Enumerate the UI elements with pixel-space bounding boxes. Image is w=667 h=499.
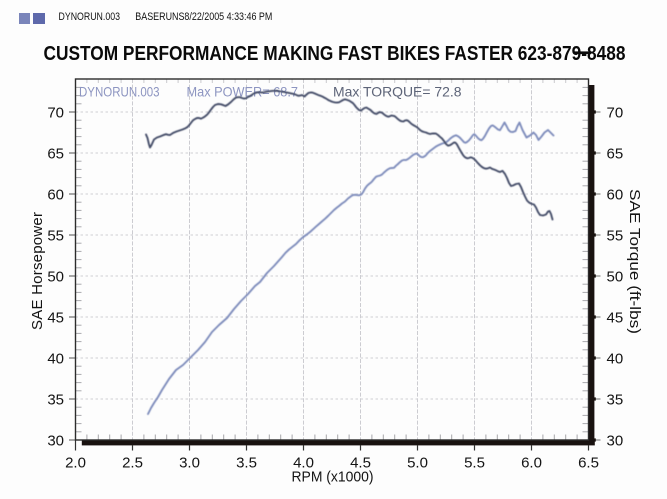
svg-text:SAE Torque (ft-lbs): SAE Torque (ft-lbs) bbox=[626, 189, 643, 334]
svg-text:DYNORUN.003: DYNORUN.003 bbox=[79, 85, 160, 100]
svg-text:6.5: 6.5 bbox=[578, 455, 599, 472]
svg-text:45: 45 bbox=[607, 309, 624, 326]
svg-text:65: 65 bbox=[47, 145, 64, 162]
svg-text:2.5: 2.5 bbox=[122, 455, 143, 472]
svg-text:5.0: 5.0 bbox=[407, 455, 428, 472]
svg-text:40: 40 bbox=[47, 350, 64, 367]
svg-text:65: 65 bbox=[607, 145, 624, 162]
svg-text:Max TORQUE= 72.8: Max TORQUE= 72.8 bbox=[333, 85, 462, 100]
svg-text:30: 30 bbox=[607, 432, 624, 449]
svg-text:CUSTOM PERFORMANCE MAKING FAST: CUSTOM PERFORMANCE MAKING FAST BIKES FAS… bbox=[44, 42, 626, 65]
svg-text:70: 70 bbox=[47, 104, 64, 121]
svg-text:4.0: 4.0 bbox=[293, 455, 314, 472]
svg-text:RPM (x1000): RPM (x1000) bbox=[292, 469, 374, 486]
svg-text:3.5: 3.5 bbox=[236, 455, 257, 472]
svg-text:35: 35 bbox=[47, 391, 64, 408]
svg-text:55: 55 bbox=[607, 227, 624, 244]
svg-text:55: 55 bbox=[47, 227, 64, 244]
svg-text:BASERUNS8/22/2005 4:33:46 PM: BASERUNS8/22/2005 4:33:46 PM bbox=[135, 11, 272, 23]
svg-text:DYNORUN.003: DYNORUN.003 bbox=[59, 11, 121, 23]
svg-text:70: 70 bbox=[607, 104, 624, 121]
svg-text:40: 40 bbox=[607, 350, 624, 367]
svg-text:50: 50 bbox=[47, 268, 64, 285]
svg-text:2.0: 2.0 bbox=[65, 455, 86, 472]
svg-text:35: 35 bbox=[607, 391, 624, 408]
svg-text:6.0: 6.0 bbox=[521, 455, 542, 472]
svg-text:45: 45 bbox=[47, 309, 64, 326]
svg-text:60: 60 bbox=[607, 186, 624, 203]
svg-text:50: 50 bbox=[607, 268, 624, 285]
svg-text:SAE Horsepower: SAE Horsepower bbox=[29, 212, 46, 330]
svg-text:30: 30 bbox=[47, 432, 64, 449]
svg-text:60: 60 bbox=[47, 186, 64, 203]
svg-text:5.5: 5.5 bbox=[464, 455, 485, 472]
svg-text:4.5: 4.5 bbox=[350, 455, 371, 472]
svg-text:Max POWER= 68.7: Max POWER= 68.7 bbox=[187, 85, 299, 100]
svg-text:3.0: 3.0 bbox=[179, 455, 200, 472]
